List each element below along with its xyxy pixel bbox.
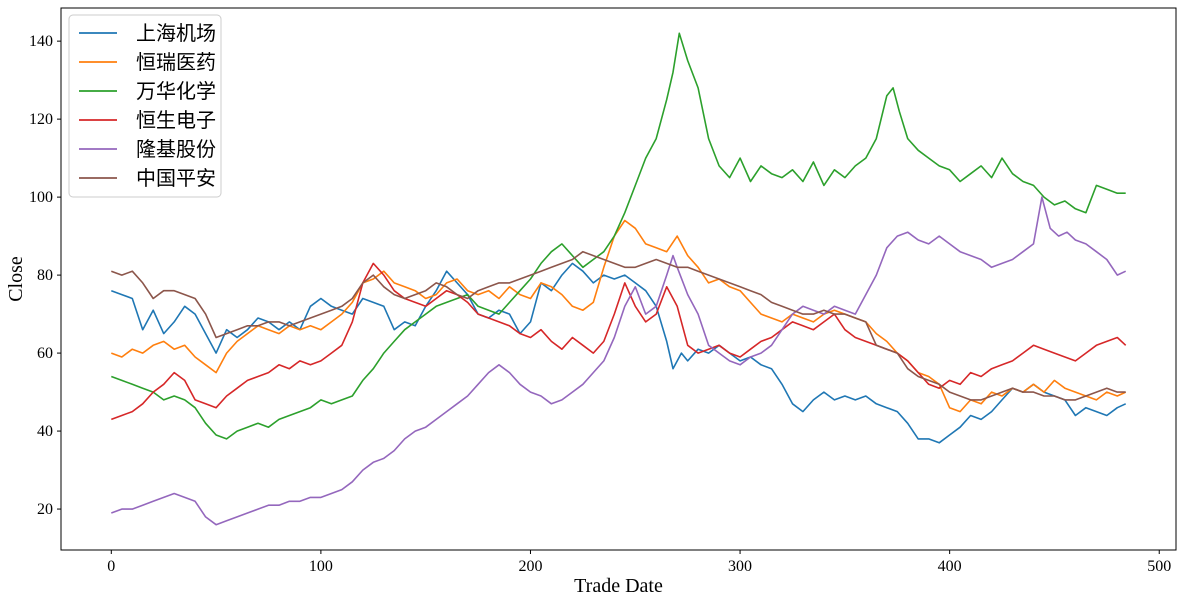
y-tick-label: 80 — [37, 267, 53, 284]
series-line-1 — [111, 262, 1127, 444]
series-line-2 — [111, 219, 1127, 413]
series-line-4 — [111, 262, 1127, 421]
series-line-6 — [111, 250, 1126, 401]
y-tick-label: 20 — [37, 501, 53, 518]
legend-label: 中国平安 — [136, 167, 216, 190]
x-axis-label: Trade Date — [574, 575, 663, 597]
legend-label: 隆基股份 — [136, 138, 216, 161]
y-axis: 20 40 60 80 100 120 140 — [29, 33, 61, 518]
y-tick-label: 100 — [29, 189, 53, 206]
y-tick-label: 60 — [37, 345, 53, 362]
plot-frame — [60, 7, 1177, 551]
legend-label: 上海机场 — [136, 22, 216, 45]
x-tick-label: 0 — [107, 558, 115, 575]
legend-box — [68, 14, 222, 198]
y-axis-label: Close — [5, 256, 27, 302]
series-line-3 — [111, 32, 1126, 440]
legend-label: 万华化学 — [136, 80, 216, 103]
x-tick-label: 200 — [518, 558, 542, 575]
y-tick-label: 140 — [29, 33, 53, 50]
legend-label: 恒生电子 — [136, 109, 216, 132]
series-layer — [111, 32, 1127, 526]
y-tick-label: 40 — [37, 423, 53, 440]
x-tick-label: 400 — [938, 558, 962, 575]
legend-label: 恒瑞医药 — [136, 51, 216, 74]
x-axis: 0 100 200 300 400 500 — [107, 550, 1171, 575]
x-tick-label: 100 — [309, 558, 333, 575]
x-tick-label: 500 — [1147, 558, 1171, 575]
y-tick-label: 120 — [29, 111, 53, 128]
series-line-5 — [111, 196, 1127, 526]
x-tick-label: 300 — [728, 558, 752, 575]
